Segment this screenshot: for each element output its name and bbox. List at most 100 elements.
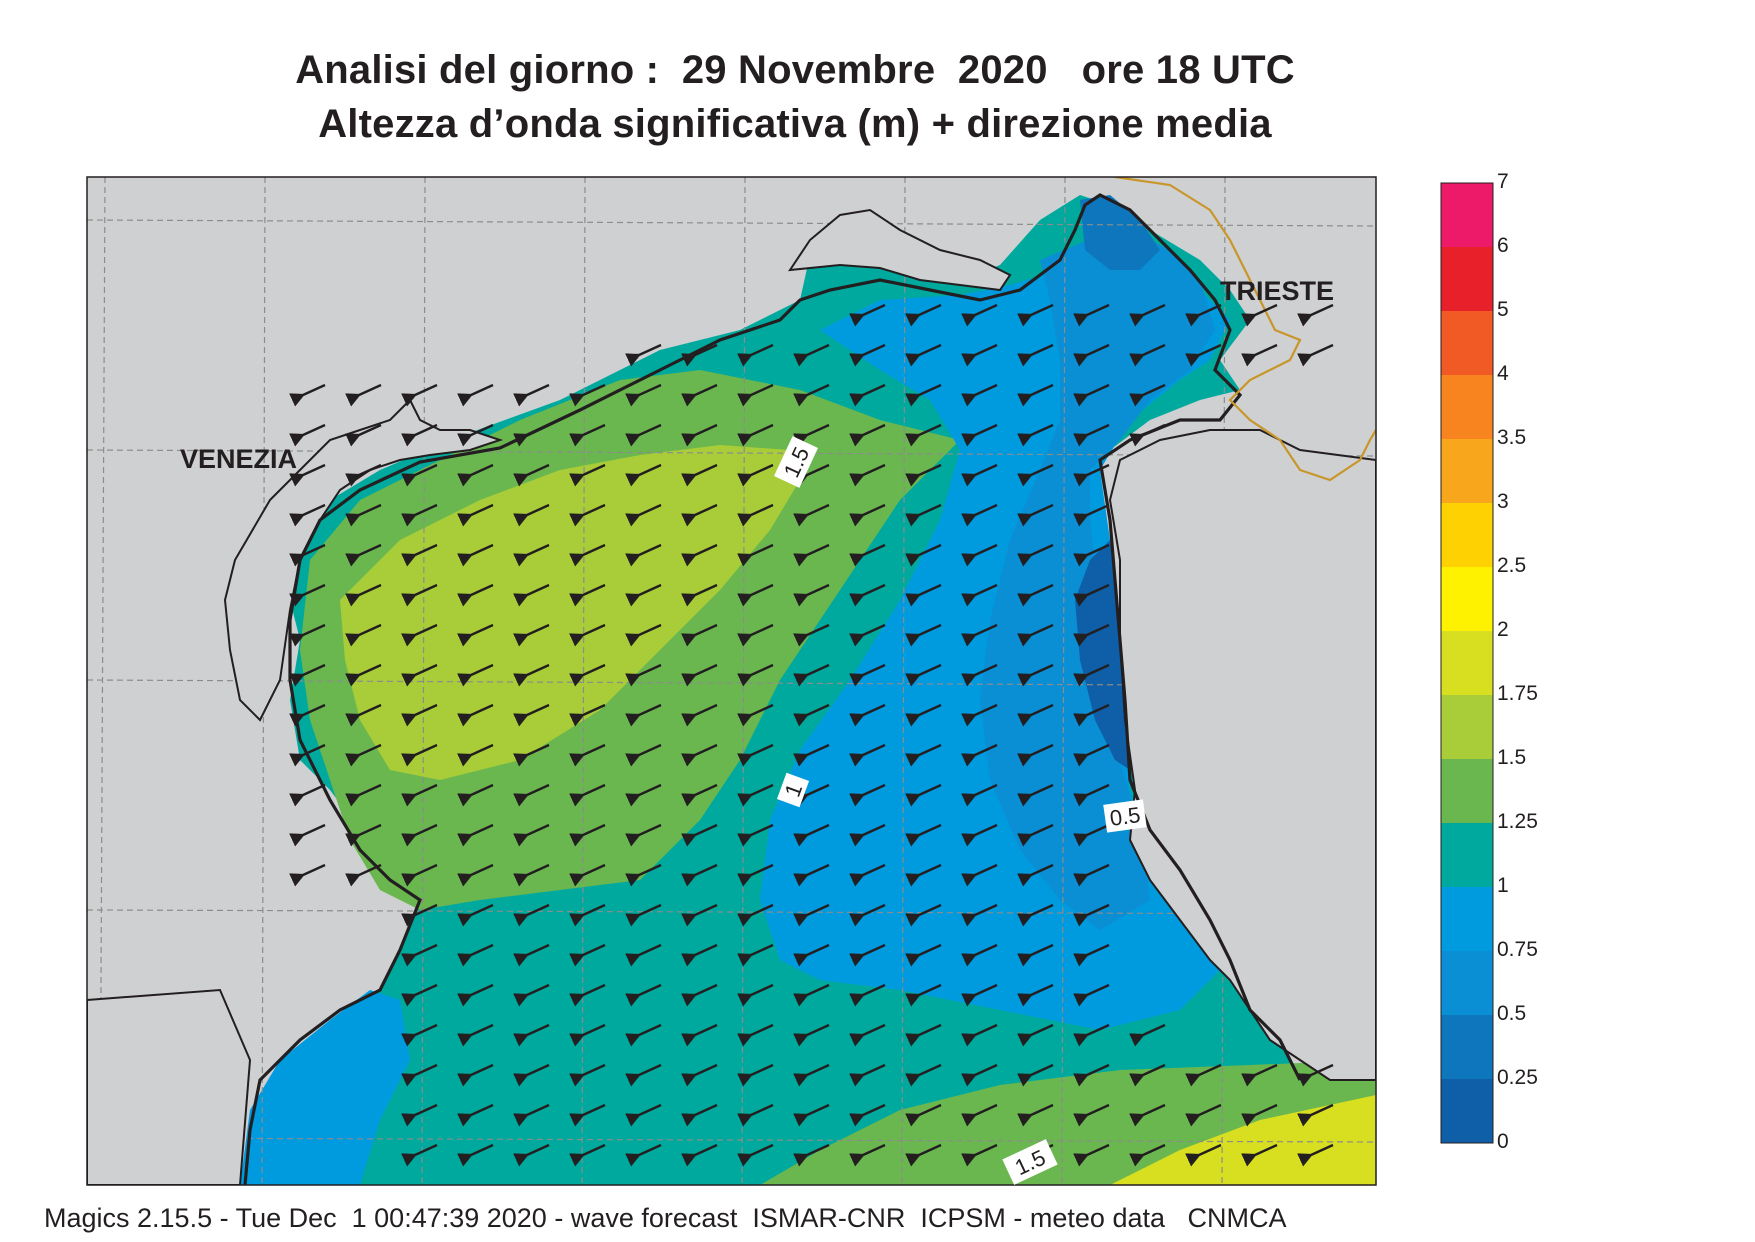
colorbar-tick-label: 3: [1497, 490, 1509, 513]
direction-arrow: [401, 1103, 438, 1127]
direction-arrow: [961, 1023, 998, 1047]
direction-arrow: [737, 583, 774, 607]
direction-arrow: [1017, 663, 1054, 687]
direction-arrow: [345, 703, 382, 727]
direction-arrow: [737, 863, 774, 887]
direction-arrow: [457, 943, 494, 967]
direction-arrow: [457, 1103, 494, 1127]
direction-arrow: [681, 943, 718, 967]
direction-arrow: [681, 343, 718, 367]
direction-arrow: [513, 663, 550, 687]
direction-arrow: [401, 703, 438, 727]
direction-arrow: [625, 863, 662, 887]
direction-arrow: [681, 983, 718, 1007]
direction-arrow: [401, 983, 438, 1007]
direction-arrow: [1017, 983, 1054, 1007]
direction-arrow: [625, 343, 662, 367]
direction-arrow: [681, 583, 718, 607]
direction-arrow: [849, 903, 886, 927]
colorbar-swatch: [1441, 951, 1493, 1015]
direction-arrow: [1073, 303, 1110, 327]
direction-arrow: [625, 503, 662, 527]
direction-arrow: [345, 383, 382, 407]
direction-arrow: [961, 1063, 998, 1087]
direction-arrow: [289, 783, 326, 807]
direction-arrow: [681, 703, 718, 727]
direction-arrow: [681, 903, 718, 927]
direction-arrow: [961, 463, 998, 487]
direction-arrow: [513, 983, 550, 1007]
direction-arrow: [457, 383, 494, 407]
direction-arrow: [681, 1143, 718, 1167]
direction-arrow: [793, 743, 830, 767]
direction-arrow: [737, 1103, 774, 1127]
direction-arrow: [1073, 903, 1110, 927]
direction-arrow: [1073, 343, 1110, 367]
direction-arrow: [737, 663, 774, 687]
direction-arrow: [793, 1023, 830, 1047]
direction-arrow: [401, 943, 438, 967]
colorbar-swatch: [1441, 631, 1493, 695]
direction-arrow: [1017, 423, 1054, 447]
direction-arrow: [961, 903, 998, 927]
direction-arrow: [457, 503, 494, 527]
direction-arrow: [849, 583, 886, 607]
direction-arrow: [1017, 863, 1054, 887]
direction-arrow: [737, 783, 774, 807]
direction-arrow: [961, 1143, 998, 1167]
colorbar-swatch: [1441, 759, 1493, 823]
direction-arrow: [849, 983, 886, 1007]
direction-arrow: [1017, 503, 1054, 527]
direction-arrow: [793, 823, 830, 847]
colorbar-swatch: [1441, 311, 1493, 375]
direction-arrow: [1073, 1023, 1110, 1047]
direction-arrow: [1073, 463, 1110, 487]
direction-arrow: [625, 1063, 662, 1087]
direction-arrow: [569, 943, 606, 967]
direction-arrow: [849, 423, 886, 447]
direction-arrow: [849, 1143, 886, 1167]
direction-arrow: [737, 743, 774, 767]
direction-arrow: [345, 783, 382, 807]
direction-arrow: [681, 463, 718, 487]
direction-arrow: [513, 1023, 550, 1047]
direction-arrow: [625, 383, 662, 407]
direction-arrow: [793, 943, 830, 967]
direction-arrow: [513, 383, 550, 407]
direction-arrow: [1297, 303, 1334, 327]
direction-arrow: [513, 1103, 550, 1127]
direction-arrow: [1017, 303, 1054, 327]
direction-arrow: [289, 823, 326, 847]
direction-arrow: [625, 463, 662, 487]
colorbar: [1440, 182, 1494, 1144]
direction-arrow: [961, 823, 998, 847]
direction-arrow: [1073, 383, 1110, 407]
direction-arrow: [569, 583, 606, 607]
direction-arrow: [457, 583, 494, 607]
direction-arrow: [457, 743, 494, 767]
direction-arrow: [793, 703, 830, 727]
coastline-west: [243, 559, 422, 1185]
direction-arrow: [401, 823, 438, 847]
direction-arrow: [1017, 623, 1054, 647]
direction-arrow: [905, 303, 942, 327]
direction-arrow: [961, 503, 998, 527]
direction-arrow: [793, 383, 830, 407]
direction-arrow: [569, 423, 606, 447]
direction-arrow: [961, 983, 998, 1007]
direction-arrow: [569, 383, 606, 407]
direction-arrow: [793, 1103, 830, 1127]
direction-arrow: [793, 423, 830, 447]
direction-arrow: [513, 463, 550, 487]
direction-arrow: [1017, 783, 1054, 807]
direction-arrow: [1073, 1063, 1110, 1087]
direction-arrow: [345, 663, 382, 687]
direction-arrow: [401, 743, 438, 767]
direction-arrow: [1185, 343, 1222, 367]
direction-arrow: [793, 1063, 830, 1087]
contour-label-1: 1: [776, 772, 810, 808]
direction-arrow: [681, 623, 718, 647]
colorbar-swatch: [1441, 439, 1493, 503]
direction-arrow: [961, 303, 998, 327]
